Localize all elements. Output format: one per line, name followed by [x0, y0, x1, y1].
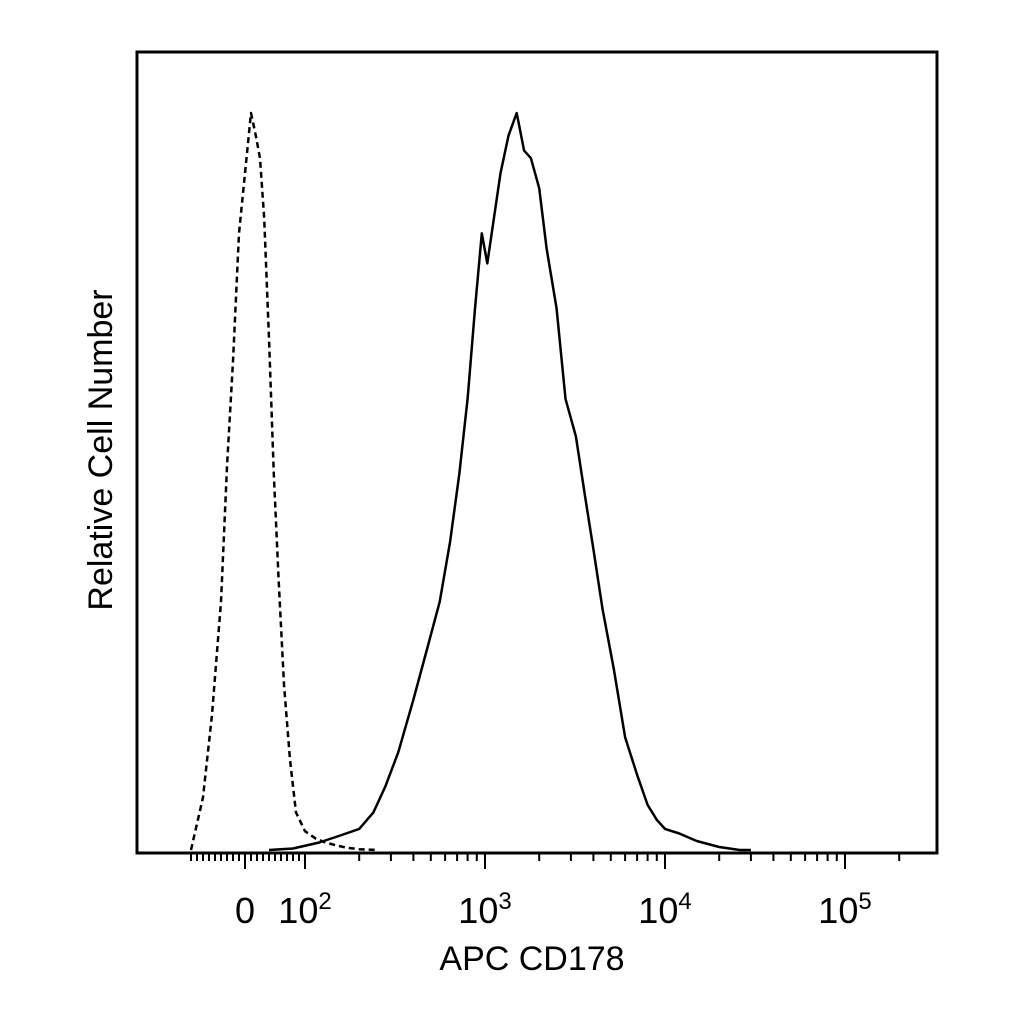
- x-axis-title: APC CD178: [439, 940, 624, 978]
- y-axis-title: Relative Cell Number: [82, 289, 120, 610]
- dashed-histogram-line: [189, 111, 377, 852]
- x-tick-label: 0: [235, 890, 255, 931]
- x-tick-label: 103: [458, 888, 511, 931]
- solid-histogram-line: [268, 111, 751, 852]
- plot-frame: [135, 50, 939, 855]
- series-layer: [189, 111, 751, 852]
- x-axis-ticks: [190, 853, 901, 869]
- x-tick-label: 105: [818, 888, 871, 931]
- x-tick-labels: 0 102 103 104 105: [235, 888, 872, 931]
- x-tick-label: 104: [638, 888, 691, 931]
- x-tick-label: 102: [278, 888, 331, 931]
